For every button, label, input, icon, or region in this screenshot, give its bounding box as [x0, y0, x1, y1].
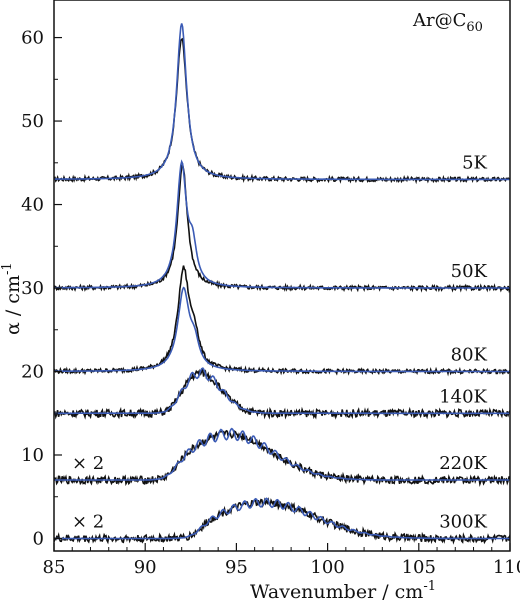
spectra-traces — [54, 23, 510, 545]
x-tick-label: 105 — [402, 557, 436, 578]
model-spectrum-80K — [54, 286, 510, 373]
model-spectrum-220K — [54, 427, 510, 481]
temperature-label: 140K — [439, 386, 487, 407]
multiplier-label: × 2 — [72, 511, 104, 532]
y-axis-title: α / cm-1 — [0, 262, 24, 335]
y-tick-label: 0 — [33, 528, 44, 549]
measured-spectrum-300K — [54, 497, 510, 545]
y-tick-label: 50 — [21, 111, 44, 132]
measured-spectrum-80K — [54, 265, 510, 377]
model-spectrum-50K — [54, 159, 510, 289]
model-spectrum-140K — [54, 367, 510, 415]
model-spectrum-300K — [54, 497, 510, 540]
axis-ticks: 85 90 95 100 105 110 0 10 20 30 40 50 60 — [21, 28, 520, 578]
y-tick-label: 40 — [21, 195, 44, 216]
measured-spectrum-50K — [54, 162, 510, 294]
temperature-label: 80K — [451, 345, 488, 366]
model-spectrum-5K — [54, 23, 510, 181]
inset-title: Ar@C60 — [412, 10, 483, 35]
x-tick-label: 100 — [310, 557, 344, 578]
measured-spectrum-5K — [54, 37, 510, 185]
temperature-label: 5K — [462, 152, 487, 173]
temperature-label: 220K — [439, 453, 487, 474]
plot-frame — [53, 0, 511, 552]
annotation-labels: 5K 50K 80K 140K 220K × 2 300K × 2 — [72, 152, 488, 532]
x-tick-label: 110 — [493, 557, 520, 578]
x-tick-label: 85 — [43, 557, 66, 578]
x-axis-title: Wavenumber / cm-1 — [250, 579, 436, 603]
y-tick-label: 60 — [21, 28, 44, 49]
y-tick-label: 30 — [21, 278, 44, 299]
temperature-label: 300K — [439, 511, 487, 532]
y-tick-label: 20 — [21, 362, 44, 383]
multiplier-label: × 2 — [72, 453, 104, 474]
x-tick-label: 95 — [225, 557, 248, 578]
x-tick-label: 90 — [134, 557, 157, 578]
y-tick-label: 10 — [21, 445, 44, 466]
temperature-label: 50K — [451, 261, 488, 282]
